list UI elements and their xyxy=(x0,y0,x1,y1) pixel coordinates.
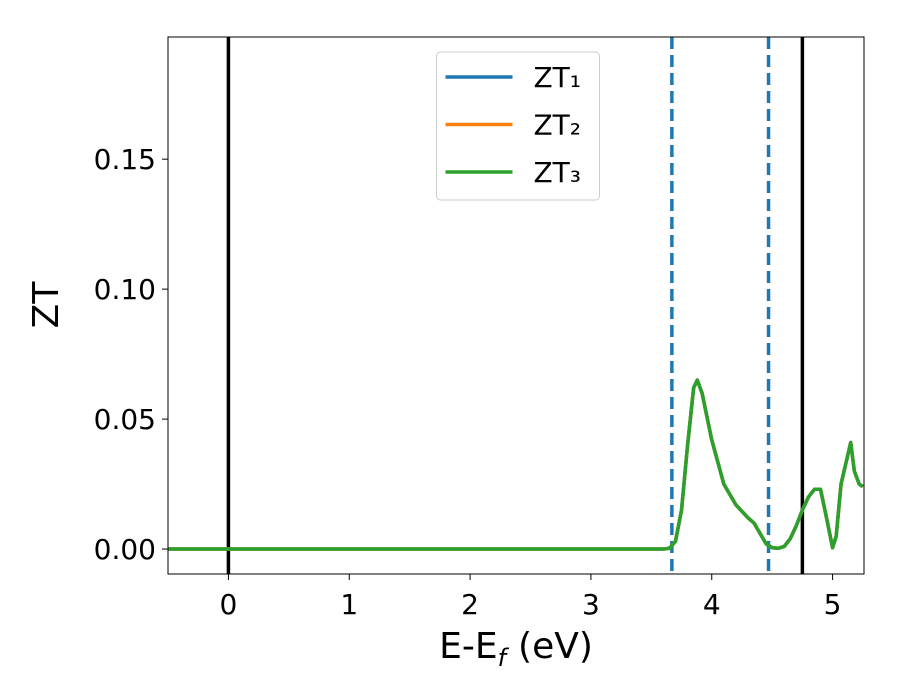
y-tick-label: 0.00 xyxy=(94,533,156,566)
x-tick-label: 3 xyxy=(582,588,600,621)
x-label-part: (eV) xyxy=(518,626,593,667)
x-tick-label: 1 xyxy=(340,588,358,621)
legend-box xyxy=(436,51,600,201)
x-label-sub: f xyxy=(498,644,510,672)
x-axis-label: E-Ef (eV) xyxy=(439,626,593,672)
y-tick-label: 0.10 xyxy=(94,273,156,306)
y-tick-label: 0.15 xyxy=(94,143,156,176)
series-line xyxy=(168,378,864,551)
legend-label: ZT₃ xyxy=(534,156,582,189)
series-line xyxy=(168,378,864,551)
plot-area xyxy=(168,37,864,574)
x-tick-label: 0 xyxy=(220,588,238,621)
y-axis-label: ZT xyxy=(26,281,67,329)
y-tick-label: 0.05 xyxy=(94,403,156,436)
series-line xyxy=(168,378,864,551)
legend-label: ZT₂ xyxy=(534,109,582,142)
x-tick-label: 4 xyxy=(703,588,721,621)
legend-label: ZT₁ xyxy=(534,61,582,94)
x-tick-label: 5 xyxy=(824,588,842,621)
x-label-part: E-E xyxy=(439,626,497,667)
x-tick-label: 2 xyxy=(461,588,479,621)
plot-frame xyxy=(167,36,865,575)
